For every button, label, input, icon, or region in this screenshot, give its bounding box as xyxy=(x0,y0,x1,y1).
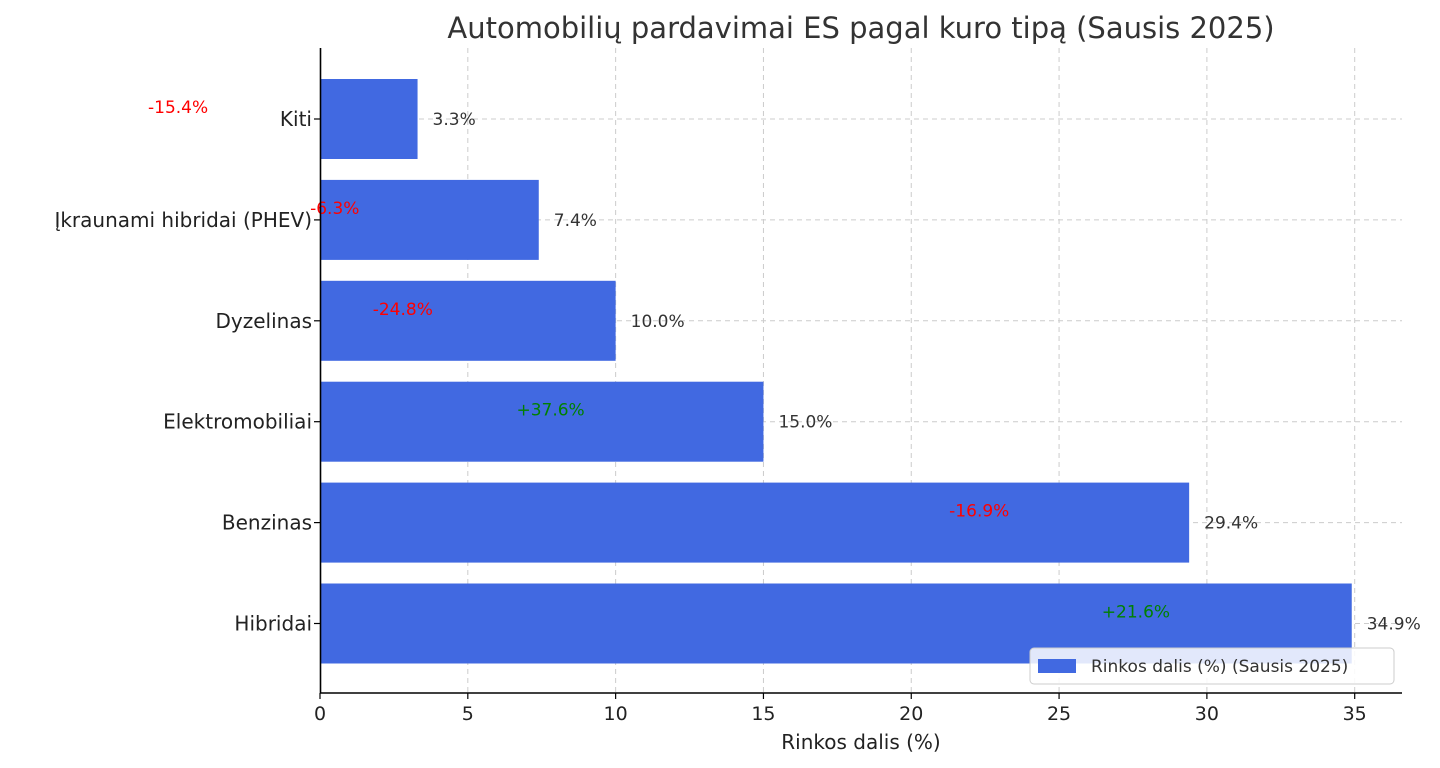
x-tick-label: 35 xyxy=(1343,703,1367,725)
x-tick-label: 10 xyxy=(604,703,628,725)
data-label: 3.3% xyxy=(433,110,476,130)
bar xyxy=(320,381,764,462)
bar xyxy=(320,280,616,361)
change-label: -15.4% xyxy=(148,98,208,118)
data-label: 7.4% xyxy=(554,211,597,231)
legend-swatch xyxy=(1038,659,1076,673)
category-label: Kiti xyxy=(280,107,312,131)
x-ticks: 0 5 10 15 20 25 30 35 xyxy=(314,693,1367,725)
change-annotations: +21.6% -16.9% +37.6% -24.8% -6.3% -15.4% xyxy=(148,98,1170,623)
x-tick-label: 0 xyxy=(314,703,326,725)
bars xyxy=(320,79,1352,664)
legend: Rinkos dalis (%) (Sausis 2025) xyxy=(1029,647,1395,685)
x-tick-label: 20 xyxy=(899,703,923,725)
data-label: 29.4% xyxy=(1204,514,1258,534)
data-label: 15.0% xyxy=(778,413,832,433)
bar xyxy=(320,179,539,260)
legend-label: Rinkos dalis (%) (Sausis 2025) xyxy=(1091,657,1348,677)
change-label: -16.9% xyxy=(949,502,1009,522)
data-label: 34.9% xyxy=(1367,615,1421,635)
category-labels: Hibridai Benzinas Elektromobiliai Dyzelinas… xyxy=(54,107,320,636)
data-label: 10.0% xyxy=(631,312,685,332)
legend-box xyxy=(1029,647,1395,685)
category-label: Elektromobiliai xyxy=(163,410,312,434)
change-label: -24.8% xyxy=(373,300,433,320)
category-label: Hibridai xyxy=(234,612,312,636)
bar xyxy=(320,79,418,159)
x-tick-label: 30 xyxy=(1195,703,1219,725)
chart-title: Automobilių pardavimai ES pagal kuro tip… xyxy=(447,11,1274,45)
category-label: Įkraunami hibridai (PHEV) xyxy=(54,208,312,232)
change-label: -6.3% xyxy=(310,199,359,219)
change-label: +21.6% xyxy=(1102,603,1170,623)
bar xyxy=(320,482,1190,563)
x-axis-label: Rinkos dalis (%) xyxy=(781,730,940,754)
x-tick-label: 15 xyxy=(751,703,775,725)
change-label: +37.6% xyxy=(516,401,584,421)
x-tick-label: 5 xyxy=(462,703,474,725)
category-label: Benzinas xyxy=(222,511,312,535)
category-label: Dyzelinas xyxy=(215,309,312,333)
x-tick-label: 25 xyxy=(1047,703,1071,725)
data-labels: 34.9% 29.4% 15.0% 10.0% 7.4% 3.3% xyxy=(433,110,1421,635)
axes xyxy=(319,48,1402,694)
